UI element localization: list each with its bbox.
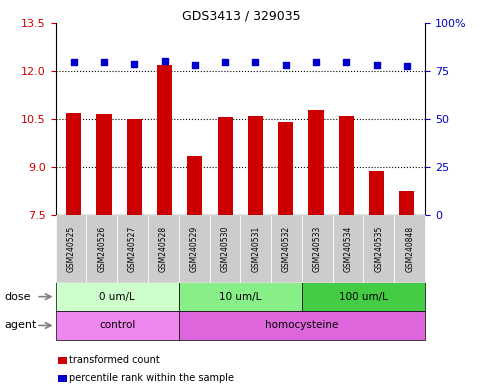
Bar bbox=[157, 65, 172, 215]
Point bbox=[252, 59, 259, 65]
Text: 10 um/L: 10 um/L bbox=[219, 291, 261, 302]
Text: GSM240535: GSM240535 bbox=[374, 225, 384, 272]
Text: GSM240532: GSM240532 bbox=[282, 225, 291, 272]
Bar bbox=[339, 116, 354, 215]
Text: GSM240531: GSM240531 bbox=[251, 225, 260, 272]
Point bbox=[282, 62, 290, 68]
Point bbox=[342, 59, 350, 65]
Point bbox=[312, 59, 320, 65]
Text: GSM240534: GSM240534 bbox=[343, 225, 353, 272]
Point bbox=[161, 58, 169, 64]
Text: GSM240533: GSM240533 bbox=[313, 225, 322, 272]
Text: 0 um/L: 0 um/L bbox=[99, 291, 135, 302]
Text: percentile rank within the sample: percentile rank within the sample bbox=[69, 373, 234, 383]
Bar bbox=[399, 191, 414, 215]
Point bbox=[403, 63, 411, 70]
Bar bbox=[187, 156, 202, 215]
Point bbox=[373, 62, 381, 68]
Bar bbox=[309, 110, 324, 215]
Text: transformed count: transformed count bbox=[69, 355, 160, 365]
Bar bbox=[248, 116, 263, 215]
Bar bbox=[127, 119, 142, 215]
Bar bbox=[66, 113, 81, 215]
Text: GSM240525: GSM240525 bbox=[67, 225, 75, 272]
Bar bbox=[369, 171, 384, 215]
Text: 100 um/L: 100 um/L bbox=[339, 291, 388, 302]
Text: dose: dose bbox=[5, 291, 31, 302]
Text: GSM240526: GSM240526 bbox=[97, 225, 106, 272]
Text: homocysteine: homocysteine bbox=[265, 320, 339, 331]
Bar bbox=[278, 122, 293, 215]
Point bbox=[191, 62, 199, 68]
Point bbox=[130, 61, 138, 67]
Bar bbox=[217, 118, 233, 215]
Text: agent: agent bbox=[5, 320, 37, 331]
Text: GSM240529: GSM240529 bbox=[190, 225, 199, 272]
Text: GDS3413 / 329035: GDS3413 / 329035 bbox=[182, 10, 301, 23]
Text: GSM240530: GSM240530 bbox=[220, 225, 229, 272]
Point bbox=[70, 59, 78, 65]
Point bbox=[221, 59, 229, 65]
Text: control: control bbox=[99, 320, 135, 331]
Text: GSM240528: GSM240528 bbox=[159, 225, 168, 272]
Text: GSM240527: GSM240527 bbox=[128, 225, 137, 272]
Text: GSM240848: GSM240848 bbox=[405, 225, 414, 272]
Bar bbox=[97, 114, 112, 215]
Point bbox=[100, 59, 108, 65]
